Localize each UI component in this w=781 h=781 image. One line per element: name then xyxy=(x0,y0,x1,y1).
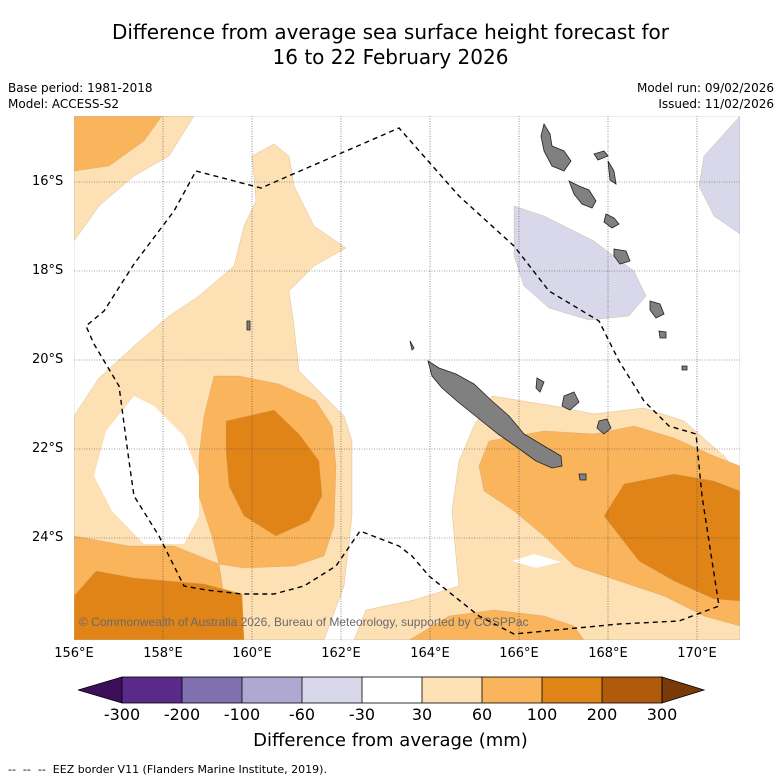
colorbar-tick: 100 xyxy=(526,705,558,724)
anomaly-region-100-200 xyxy=(225,409,323,537)
loyalty-ouvea-island xyxy=(535,377,545,393)
colorbar-tick: 60 xyxy=(471,705,493,724)
colorbar-swatch xyxy=(242,677,302,703)
lon-label-160E: 160°E xyxy=(232,646,272,661)
colorbar-tick: -60 xyxy=(288,705,316,724)
lon-label-164E: 164°E xyxy=(410,646,450,661)
colorbar-swatch xyxy=(362,677,422,703)
title-line-1: Difference from average sea surface heig… xyxy=(111,20,670,44)
vanuatu-santo-island xyxy=(540,122,572,172)
colorbar-tick: 200 xyxy=(586,705,618,724)
lat-label-16S: 16°S xyxy=(32,174,64,189)
colorbar-tick: -100 xyxy=(223,705,261,724)
vanuatu-tanna-island xyxy=(649,300,665,319)
colorbar-tick: 300 xyxy=(646,705,678,724)
colorbar-tick: -30 xyxy=(348,705,376,724)
model-name: Model: ACCESS-S2 xyxy=(8,97,120,111)
base-period: Base period: 1981-2018 xyxy=(8,81,153,95)
lon-label-168E: 168°E xyxy=(588,646,628,661)
issued-date: Issued: 11/02/2026 xyxy=(658,97,774,111)
eez-legend-text: EEZ border V11 (Flanders Marine Institut… xyxy=(52,763,327,776)
vanuatu-small-island xyxy=(607,160,617,185)
lon-label-158E: 158°E xyxy=(143,646,183,661)
eez-border xyxy=(85,127,720,635)
vanuatu-efate-island xyxy=(603,213,620,229)
lat-label-22S: 22°S xyxy=(32,441,64,456)
colorbar-swatch xyxy=(182,677,242,703)
isle-of-pines xyxy=(578,473,587,481)
colorbar-swatch xyxy=(542,677,602,703)
eez-legend: -- -- -- EEZ border V11 (Flanders Marine… xyxy=(8,763,327,776)
anomaly-region-100-200 xyxy=(603,473,740,602)
colorbar-tick: -200 xyxy=(163,705,201,724)
loyalty-mare-island xyxy=(596,418,612,435)
lon-label-156E: 156°E xyxy=(54,646,94,661)
colorbar-label: Difference from average (mm) xyxy=(253,730,528,751)
small-islet xyxy=(246,320,251,331)
eez-legend-symbol: -- -- -- xyxy=(8,763,53,776)
small-islet xyxy=(681,365,688,371)
colorbar-swatch xyxy=(482,677,542,703)
colorbar-high-extend xyxy=(661,676,705,704)
map-grid xyxy=(74,116,740,640)
lon-label-170E: 170°E xyxy=(677,646,717,661)
lat-label-24S: 24°S xyxy=(32,530,64,545)
neutral-region xyxy=(512,554,561,568)
anomaly-region-minus-30-60 xyxy=(513,205,647,321)
colorbar-swatch xyxy=(302,677,362,703)
colorbar-tick: -300 xyxy=(103,705,141,724)
title-line-2: 16 to 22 February 2026 xyxy=(272,45,509,69)
vanuatu-small-island xyxy=(593,150,609,161)
colorbar-swatch xyxy=(602,677,662,703)
anomaly-region-60-100 xyxy=(74,116,163,172)
small-islet xyxy=(409,340,415,351)
model-run: Model run: 09/02/2026 xyxy=(636,81,774,95)
meta-left: Base period: 1981-2018 Model: ACCESS-S2 xyxy=(8,80,153,112)
colorbar xyxy=(78,676,705,704)
colorbar-swatch xyxy=(122,677,182,703)
neutral-region xyxy=(94,396,199,544)
lat-label-20S: 20°S xyxy=(32,352,64,367)
colorbar-swatch xyxy=(422,677,482,703)
colorbar-tick: 30 xyxy=(411,705,433,724)
copyright-text: © Commonwealth of Australia 2026, Bureau… xyxy=(79,615,529,629)
vanuatu-erromango-island xyxy=(613,248,631,265)
aneityum-island xyxy=(658,330,667,339)
vanuatu-malekula-island xyxy=(568,180,597,209)
colorbar-low-extend xyxy=(78,676,123,704)
lat-label-18S: 18°S xyxy=(32,263,64,278)
new-caledonia-island xyxy=(427,360,563,469)
anomaly-region-100-200 xyxy=(74,570,245,640)
lon-label-162E: 162°E xyxy=(321,646,361,661)
map-title: Difference from average sea surface heig… xyxy=(0,20,781,70)
anomaly-region-minus-30-60 xyxy=(698,116,740,235)
lon-label-166E: 166°E xyxy=(499,646,539,661)
loyalty-lifou-island xyxy=(561,391,580,411)
meta-right: Model run: 09/02/2026 Issued: 11/02/2026 xyxy=(637,80,774,112)
land xyxy=(246,122,688,481)
sea-height-map: © Commonwealth of Australia 2026, Bureau… xyxy=(74,116,740,640)
